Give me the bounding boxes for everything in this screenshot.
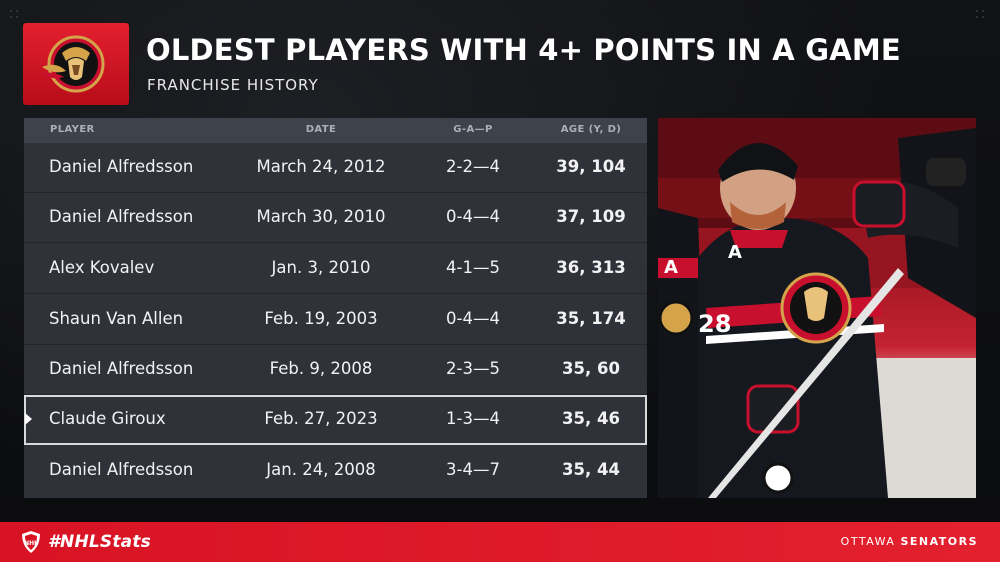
column-header-player: PLAYER xyxy=(50,124,95,135)
team-name: OTTAWA SENATORS xyxy=(841,535,978,548)
game-date: March 30, 2010 xyxy=(256,207,386,226)
table-row: Alex Kovalev Jan. 3, 2010 4-1—5 36, 313 xyxy=(24,244,647,294)
column-header-age: AGE (Y, D) xyxy=(560,124,622,135)
page-subtitle: FRANCHISE HISTORY xyxy=(147,76,319,94)
team-name-prefix: OTTAWA xyxy=(840,535,901,548)
table-row: Daniel Alfredsson March 24, 2012 2-2—4 3… xyxy=(24,143,647,193)
player-name: Shaun Van Allen xyxy=(49,309,184,328)
column-header-gap: G-A—P xyxy=(453,124,493,135)
player-name: Daniel Alfredsson xyxy=(49,359,194,378)
table-header: PLAYER DATE G-A—P AGE (Y, D) xyxy=(24,118,647,143)
table-row: Daniel Alfredsson March 30, 2010 0-4—4 3… xyxy=(24,193,647,243)
nhl-shield-icon: NHL xyxy=(22,531,40,553)
game-date: Feb. 27, 2023 xyxy=(264,409,378,428)
team-name-suffix: SENATORS xyxy=(900,535,978,548)
player-age: 35, 174 xyxy=(556,309,626,328)
player-age: 39, 104 xyxy=(556,157,626,176)
player-photo: A A 28 xyxy=(658,118,976,498)
svg-text:NHL: NHL xyxy=(24,540,38,547)
player-name: Alex Kovalev xyxy=(49,258,155,277)
player-name: Daniel Alfredsson xyxy=(49,157,194,176)
stats-hashtag: #NHLStats xyxy=(48,532,152,552)
goals-assists-points: 2-2—4 xyxy=(446,157,500,176)
team-logo-box xyxy=(23,23,129,105)
column-header-date: DATE xyxy=(305,124,337,135)
table-row: Daniel Alfredsson Jan. 24, 2008 3-4—7 35… xyxy=(24,446,647,498)
goals-assists-points: 3-4—7 xyxy=(446,460,500,479)
jersey-number: 28 xyxy=(698,310,731,338)
game-date: Jan. 24, 2008 xyxy=(266,460,376,479)
player-name: Claude Giroux xyxy=(49,409,166,428)
game-date: Feb. 19, 2003 xyxy=(264,309,378,328)
page-title: OLDEST PLAYERS WITH 4+ POINTS IN A GAME xyxy=(146,33,901,67)
triangle-right-icon xyxy=(25,413,32,425)
player-age: 35, 60 xyxy=(562,359,620,378)
player-age: 36, 313 xyxy=(556,258,626,277)
senators-logo-icon xyxy=(40,35,105,93)
goals-assists-points: 0-4—4 xyxy=(446,207,500,226)
corner-dots-decoration xyxy=(976,10,990,24)
corner-dots-decoration xyxy=(10,10,24,24)
goals-assists-points: 0-4—4 xyxy=(446,309,500,328)
goals-assists-points: 1-3—4 xyxy=(446,409,500,428)
game-date: Feb. 9, 2008 xyxy=(269,359,373,378)
player-age: 37, 109 xyxy=(556,207,626,226)
game-date: March 24, 2012 xyxy=(256,157,386,176)
footer-bar: NHL #NHLStats OTTAWA SENATORS xyxy=(0,522,1000,562)
svg-text:A: A xyxy=(664,257,678,278)
table-row-highlighted: Claude Giroux Feb. 27, 2023 1-3—4 35, 46 xyxy=(24,395,647,445)
stats-table: PLAYER DATE G-A—P AGE (Y, D) Daniel Alfr… xyxy=(24,118,647,498)
player-age: 35, 46 xyxy=(562,409,620,428)
player-illustration: A A 28 xyxy=(658,118,976,498)
goals-assists-points: 4-1—5 xyxy=(446,258,500,277)
captain-letter: A xyxy=(728,242,742,263)
goals-assists-points: 2-3—5 xyxy=(446,359,500,378)
game-date: Jan. 3, 2010 xyxy=(271,258,371,277)
table-row: Shaun Van Allen Feb. 19, 2003 0-4—4 35, … xyxy=(24,295,647,345)
player-name: Daniel Alfredsson xyxy=(49,207,194,226)
player-name: Daniel Alfredsson xyxy=(49,460,194,479)
player-age: 35, 44 xyxy=(562,460,620,479)
table-row: Daniel Alfredsson Feb. 9, 2008 2-3—5 35,… xyxy=(24,345,647,395)
